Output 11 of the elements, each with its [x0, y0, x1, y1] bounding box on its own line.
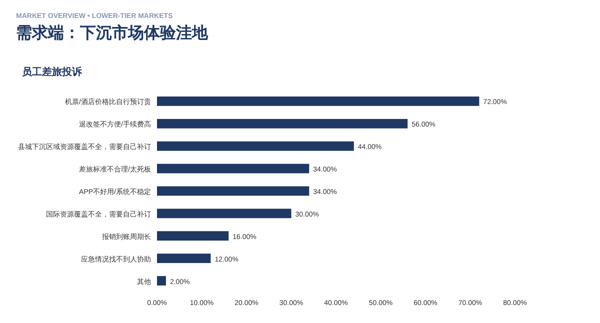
bar — [157, 231, 229, 241]
bar — [157, 254, 211, 264]
bar — [157, 164, 310, 174]
text: 员工差旅投诉 — [21, 66, 83, 78]
bar — [157, 118, 408, 128]
bar — [157, 186, 310, 196]
bar — [157, 276, 166, 286]
bar — [157, 141, 354, 151]
chart-title: 需求端：下沉市场体验洼地 — [16, 24, 209, 42]
bar — [157, 208, 292, 218]
bar — [157, 96, 480, 106]
